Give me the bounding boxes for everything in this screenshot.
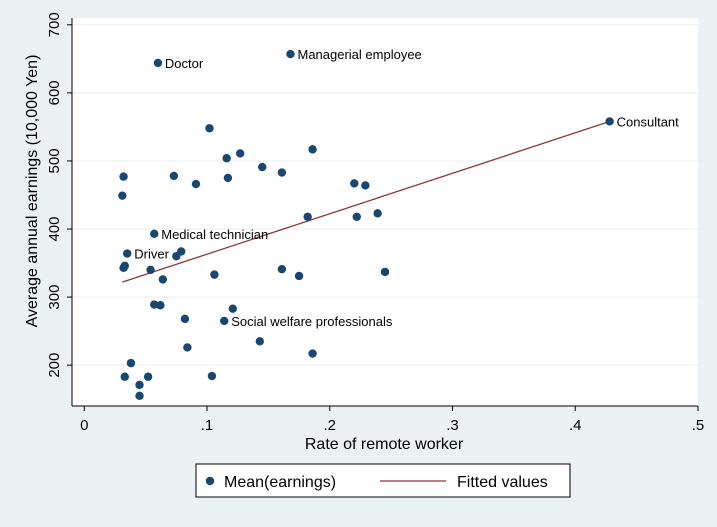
point-label: Medical technician xyxy=(161,227,268,242)
data-point xyxy=(123,249,132,258)
data-point xyxy=(294,271,304,281)
data-point xyxy=(277,264,287,274)
data-point xyxy=(352,212,361,221)
point-label: Doctor xyxy=(165,56,204,71)
x-tick-label: .5 xyxy=(692,417,705,434)
data-point xyxy=(150,229,159,238)
data-point xyxy=(153,58,163,68)
data-point xyxy=(380,267,390,277)
data-point xyxy=(255,337,264,346)
x-axis-ticks: 0 .1 .2 .3 .4 .5 xyxy=(80,406,704,434)
scatter-points xyxy=(118,49,614,400)
data-point xyxy=(308,145,317,154)
data-point xyxy=(258,162,267,172)
grid-lines xyxy=(72,24,698,366)
point-label: Managerial employee xyxy=(297,47,421,62)
data-point xyxy=(126,358,136,368)
legend-marker-icon xyxy=(205,476,215,486)
data-point xyxy=(235,149,245,158)
data-point xyxy=(361,181,370,190)
point-label: Consultant xyxy=(617,114,680,129)
data-point xyxy=(120,372,129,381)
y-tick-label: 400 xyxy=(46,217,63,242)
data-point xyxy=(150,300,159,309)
y-tick-label: 700 xyxy=(46,12,63,37)
point-label: Social welfare professionals xyxy=(231,314,393,329)
data-point xyxy=(223,173,233,183)
x-tick-label: .3 xyxy=(446,417,459,434)
data-point xyxy=(220,316,229,326)
data-point xyxy=(207,371,217,381)
data-point xyxy=(350,179,359,188)
x-axis-label: Rate of remote worker xyxy=(305,436,464,453)
plot-area xyxy=(72,18,698,406)
fitted-values-line xyxy=(122,120,610,283)
x-tick-label: .1 xyxy=(201,417,214,434)
data-point xyxy=(119,172,128,181)
point-labels: Doctor Managerial employee Consultant Medic… xyxy=(134,47,679,329)
data-point xyxy=(146,265,155,275)
data-point xyxy=(135,380,144,390)
y-axis-ticks: 200 300 400 500 600 700 xyxy=(46,12,72,378)
data-point xyxy=(183,343,192,352)
data-point xyxy=(119,263,128,273)
x-tick-label: .2 xyxy=(324,417,337,434)
data-point xyxy=(118,191,127,200)
data-point xyxy=(277,168,287,177)
data-point xyxy=(158,275,168,284)
data-point xyxy=(135,391,144,400)
data-point xyxy=(303,212,312,221)
legend-label-fitted: Fitted values xyxy=(457,474,548,491)
data-point xyxy=(286,49,295,59)
data-point xyxy=(172,252,181,261)
data-point xyxy=(180,314,190,324)
x-tick-label: .4 xyxy=(569,417,582,434)
data-point xyxy=(222,154,231,163)
x-tick-label: 0 xyxy=(80,417,88,434)
data-point xyxy=(605,117,614,126)
y-tick-label: 500 xyxy=(46,148,63,173)
y-tick-label: 200 xyxy=(46,353,63,378)
fitted-line-layer xyxy=(122,120,610,283)
data-point xyxy=(191,179,201,189)
data-point xyxy=(143,372,153,381)
data-point xyxy=(373,209,382,218)
legend-label-mean: Mean(earnings) xyxy=(224,474,336,491)
data-point xyxy=(210,270,219,279)
data-point xyxy=(228,304,237,313)
y-tick-label: 300 xyxy=(46,285,63,310)
point-label: Driver xyxy=(134,247,169,262)
data-point xyxy=(308,349,317,358)
y-axis-label: Average annual earnings (10,000 Yen) xyxy=(24,55,41,328)
data-point xyxy=(169,171,179,181)
data-point xyxy=(156,301,165,310)
legend: Mean(earnings) Fitted values xyxy=(195,463,571,498)
y-tick-label: 600 xyxy=(46,80,63,105)
data-point xyxy=(205,124,214,133)
